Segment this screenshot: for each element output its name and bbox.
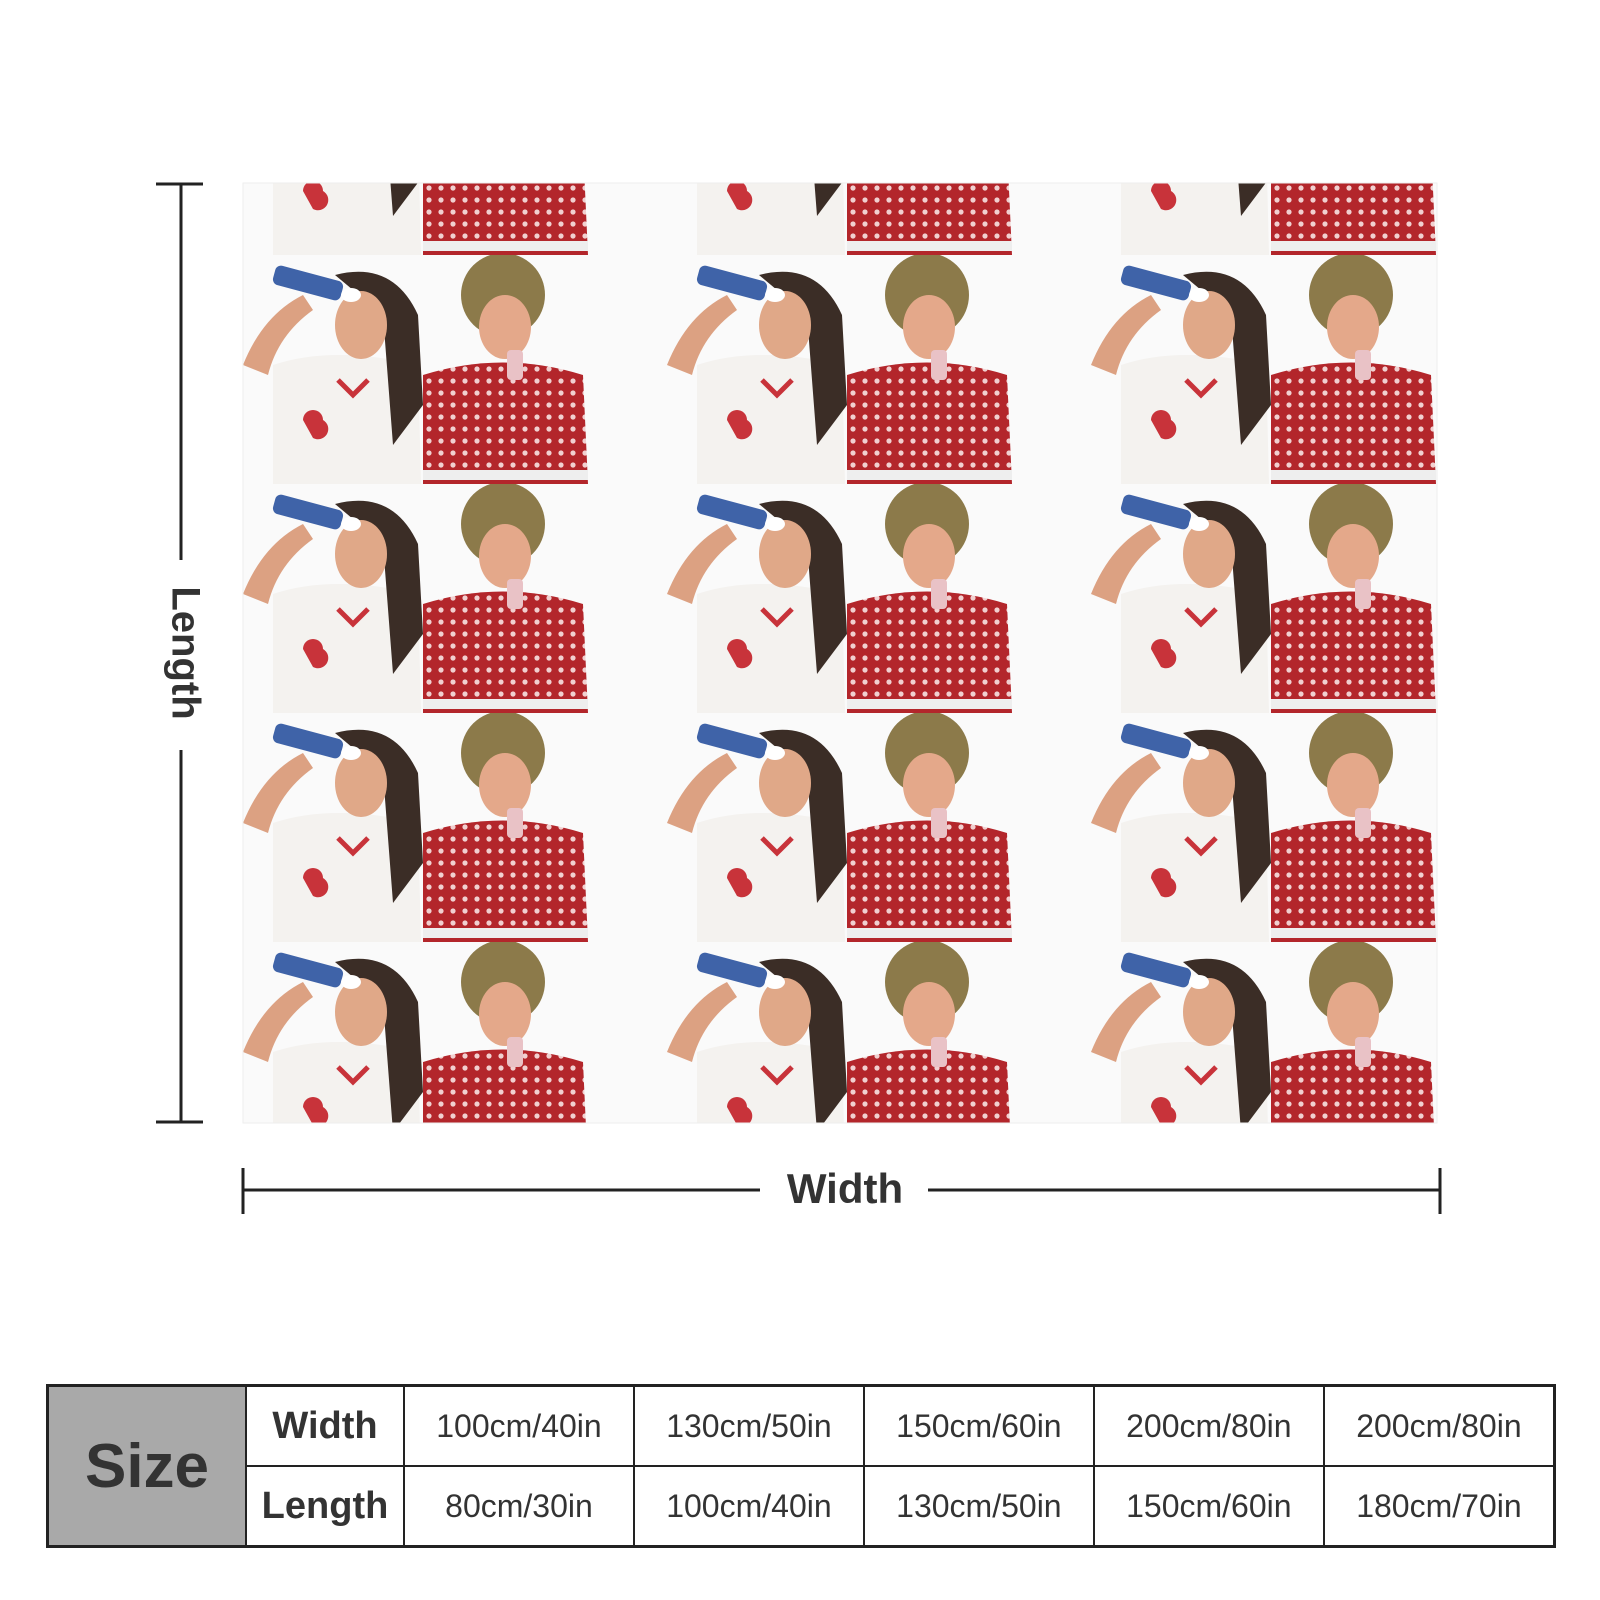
row-label: Width <box>245 1384 405 1467</box>
blanket <box>242 182 1438 1124</box>
width-label: Width <box>787 1165 903 1212</box>
table-row: Size Width 100cm/40in 130cm/50in 150cm/6… <box>46 1384 1556 1548</box>
cell: 200cm/80in <box>1322 1384 1556 1467</box>
cell: 130cm/50in <box>632 1384 865 1467</box>
cell: 180cm/70in <box>1322 1465 1556 1548</box>
cell: 100cm/40in <box>632 1465 865 1548</box>
cell: 200cm/80in <box>1092 1384 1325 1467</box>
width-dimension <box>241 1168 1442 1214</box>
size-table: Size Width 100cm/40in 130cm/50in 150cm/6… <box>46 1384 1556 1548</box>
length-dimension <box>156 182 203 1124</box>
product-illustration: Length Width <box>156 182 1442 1214</box>
table-row: Length 80cm/30in 100cm/40in 130cm/50in 1… <box>48 1465 1556 1548</box>
cell: 80cm/30in <box>403 1465 635 1548</box>
cell: 150cm/60in <box>1092 1465 1325 1548</box>
cell: 150cm/60in <box>862 1384 1095 1467</box>
row-label: Length <box>245 1465 405 1548</box>
length-label: Length <box>163 586 207 719</box>
cell: 130cm/50in <box>862 1465 1095 1548</box>
size-title: Size <box>46 1384 247 1548</box>
cell: 100cm/40in <box>403 1384 635 1467</box>
